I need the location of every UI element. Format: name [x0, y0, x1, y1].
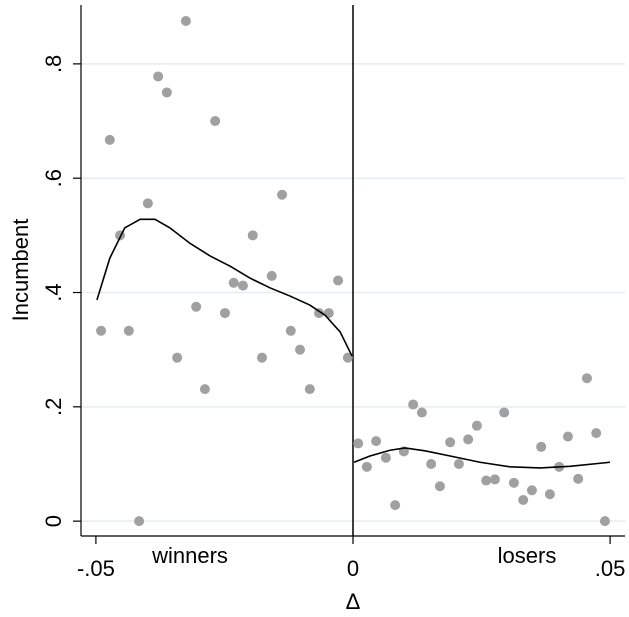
y-tick-label: .4	[41, 283, 66, 301]
y-tick-label: .6	[41, 169, 66, 187]
point	[172, 352, 183, 363]
point	[199, 384, 210, 395]
x-tick-label: 0	[347, 556, 359, 581]
point	[526, 485, 537, 496]
point	[256, 352, 267, 363]
point	[445, 437, 456, 448]
point	[342, 352, 353, 363]
point	[180, 16, 191, 27]
fit-line	[353, 447, 611, 469]
point	[266, 270, 277, 281]
point	[191, 301, 202, 312]
x-tick-label: -.05	[77, 556, 115, 581]
point	[536, 441, 547, 452]
y-tick-label: .8	[41, 55, 66, 73]
point	[295, 344, 306, 355]
point	[210, 116, 221, 127]
x-axis-label: Δ	[346, 589, 361, 614]
point	[581, 373, 592, 384]
point	[228, 277, 239, 288]
point	[599, 516, 610, 527]
point	[219, 308, 230, 319]
point	[471, 420, 482, 431]
point	[237, 280, 248, 291]
point	[591, 428, 602, 439]
point	[333, 275, 344, 286]
y-tick-label: 0	[41, 515, 66, 527]
annotation: losers	[498, 543, 557, 568]
point	[434, 481, 445, 492]
point	[142, 198, 153, 209]
point	[123, 325, 134, 336]
point	[380, 452, 391, 463]
point	[104, 134, 115, 145]
point	[544, 489, 555, 500]
point	[304, 384, 315, 395]
point	[508, 477, 519, 488]
point	[489, 474, 500, 485]
point	[277, 189, 288, 200]
point	[481, 475, 492, 486]
fit-line	[96, 218, 353, 357]
point	[361, 461, 372, 472]
point	[518, 494, 529, 505]
point	[314, 308, 325, 319]
point	[134, 516, 145, 527]
point	[96, 325, 107, 336]
point	[562, 431, 573, 442]
point	[371, 436, 382, 447]
y-tick-label: .2	[41, 398, 66, 416]
point	[453, 458, 464, 469]
point	[247, 230, 258, 241]
point	[573, 473, 584, 484]
point	[153, 71, 164, 82]
annotation: winners	[151, 543, 228, 568]
point	[499, 407, 510, 418]
point	[390, 500, 401, 511]
point	[285, 325, 296, 336]
point	[161, 87, 172, 98]
point	[353, 438, 364, 449]
point	[426, 458, 437, 469]
y-axis-label: Incumbent	[8, 219, 33, 322]
point	[416, 407, 427, 418]
x-tick-label: .05	[595, 556, 626, 581]
point	[463, 434, 474, 445]
point	[408, 399, 419, 410]
